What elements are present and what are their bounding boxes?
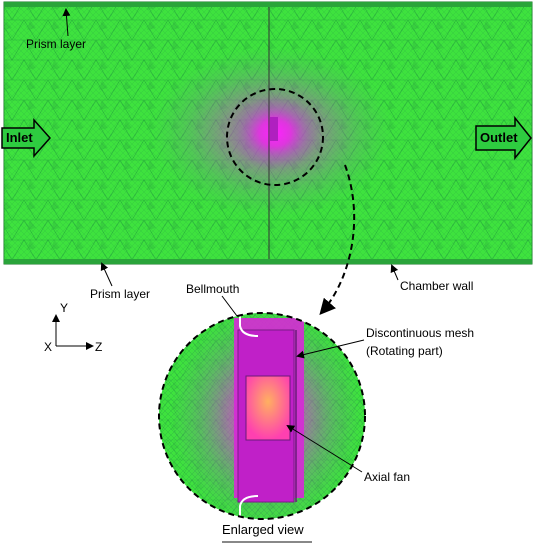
axis-x-label: X: [44, 340, 52, 354]
prism-layer-label: Prism layer: [26, 37, 86, 51]
axis-z-label: Z: [95, 340, 102, 354]
outlet-label: Outlet: [480, 130, 518, 145]
rotating-part-label: (Rotating part): [366, 344, 443, 358]
fan-region: [270, 117, 278, 141]
prism-layer: [4, 259, 532, 264]
enlarged-view: [155, 306, 370, 526]
axis-y-label: Y: [60, 301, 68, 315]
enlarged-view-label: Enlarged view: [222, 522, 304, 537]
leader: [102, 264, 112, 286]
inlet-label: Inlet: [6, 130, 33, 145]
diagram: Inlet Outlet Prism layer Prism layer Bel…: [0, 0, 533, 544]
chamber-wall-label: Chamber wall: [400, 279, 473, 293]
leader: [392, 266, 398, 280]
discontinuous-mesh-label: Discontinuous mesh: [366, 326, 474, 340]
prism-layer-label: Prism layer: [90, 287, 150, 301]
axial-fan-label: Axial fan: [364, 470, 410, 484]
prism-layer: [4, 2, 532, 7]
bellmouth-label: Bellmouth: [186, 282, 239, 296]
